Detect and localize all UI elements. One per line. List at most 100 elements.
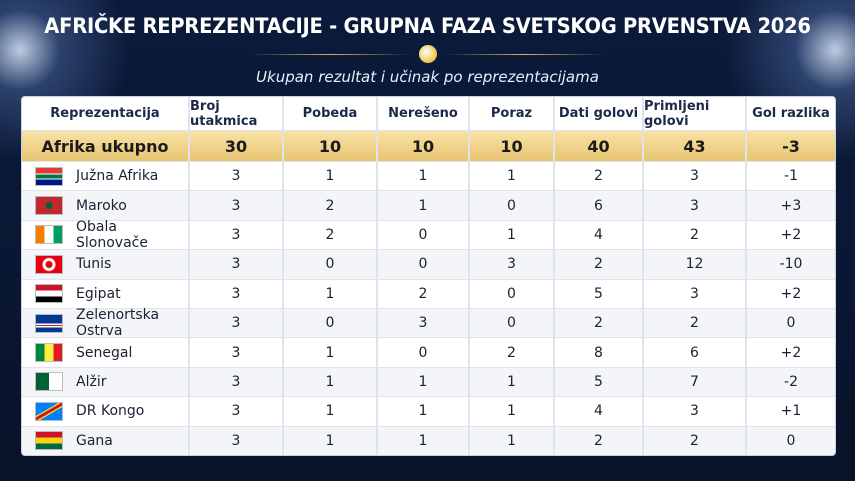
stat-cell: 0 bbox=[747, 426, 835, 455]
stat-cell: -10 bbox=[747, 250, 835, 279]
stat-cell: 2 bbox=[378, 279, 468, 308]
stat-cell: +2 bbox=[747, 220, 835, 250]
stat-cell: 3 bbox=[190, 162, 282, 191]
stat-cell: 2 bbox=[284, 220, 376, 250]
column-header: Dati golovi bbox=[555, 97, 642, 130]
header-row: Reprezentacija Broj utakmica Pobeda Nerešen… bbox=[22, 97, 835, 130]
total-cell: 30 bbox=[190, 131, 282, 161]
flag-icon bbox=[36, 402, 62, 420]
stat-cell: 1 bbox=[470, 162, 553, 191]
stat-cell: 3 bbox=[644, 162, 745, 191]
flag-icon bbox=[36, 226, 62, 244]
stat-cell: 2 bbox=[470, 338, 553, 367]
table-row: Gana 3 1 1 1 2 2 0 bbox=[22, 425, 835, 455]
table-row: Južna Afrika 3 1 1 1 2 3 -1 bbox=[22, 161, 835, 191]
team-cell: Maroko bbox=[22, 191, 188, 220]
stat-cell: 3 bbox=[190, 397, 282, 426]
stat-cell: 0 bbox=[747, 308, 835, 338]
table-row: Zelenortska Ostrva 3 0 3 0 2 2 0 bbox=[22, 307, 835, 340]
stat-cell: 0 bbox=[378, 250, 468, 279]
flag-icon bbox=[36, 197, 62, 215]
column-header: Poraz bbox=[470, 97, 553, 130]
stat-cell: 0 bbox=[470, 191, 553, 220]
column-header: Gol razlika bbox=[747, 97, 835, 130]
team-name: Egipat bbox=[76, 285, 121, 302]
team-cell: Tunis bbox=[22, 250, 188, 279]
stat-cell: 1 bbox=[284, 397, 376, 426]
stat-cell: 6 bbox=[555, 191, 642, 220]
stat-cell: -2 bbox=[747, 367, 835, 397]
flag-icon bbox=[36, 344, 62, 362]
column-header: Broj utakmica bbox=[190, 97, 282, 130]
stat-cell: 5 bbox=[555, 279, 642, 308]
stat-cell: 3 bbox=[190, 250, 282, 279]
stat-cell: 3 bbox=[190, 279, 282, 308]
team-name: Senegal bbox=[76, 344, 133, 361]
team-cell: Južna Afrika bbox=[22, 162, 188, 191]
stat-cell: 3 bbox=[644, 279, 745, 308]
stat-cell: 1 bbox=[378, 191, 468, 220]
column-header: Nerešeno bbox=[378, 97, 468, 130]
table: Reprezentacija Broj utakmica Pobeda Nerešen… bbox=[21, 96, 836, 456]
team-name: Zelenortska Ostrva bbox=[76, 307, 160, 340]
table-row: Senegal 3 1 0 2 8 6 +2 bbox=[22, 337, 835, 367]
team-name: Obala Slonovače bbox=[76, 218, 148, 251]
total-cell: -3 bbox=[747, 131, 835, 161]
team-name: Tunis bbox=[76, 256, 112, 273]
title: AFRIČKE REPREZENTACIJE - GRUPNA FAZA SVE… bbox=[44, 14, 811, 38]
stat-cell: 3 bbox=[644, 191, 745, 220]
stat-cell: 1 bbox=[284, 367, 376, 397]
column-header: Reprezentacija bbox=[22, 97, 188, 130]
stat-cell: 2 bbox=[555, 426, 642, 455]
stat-cell: 0 bbox=[378, 220, 468, 250]
flag-icon bbox=[36, 432, 62, 450]
stat-cell: 3 bbox=[470, 250, 553, 279]
stat-cell: +2 bbox=[747, 279, 835, 308]
stat-cell: 1 bbox=[284, 426, 376, 455]
stat-cell: 2 bbox=[555, 162, 642, 191]
stat-cell: 2 bbox=[644, 426, 745, 455]
stat-cell: 4 bbox=[555, 220, 642, 250]
stat-cell: 5 bbox=[555, 367, 642, 397]
stat-cell: 2 bbox=[555, 250, 642, 279]
total-cell: Afrika ukupno bbox=[22, 131, 188, 161]
stat-cell: 1 bbox=[470, 426, 553, 455]
stat-cell: 0 bbox=[378, 338, 468, 367]
flag-icon bbox=[36, 255, 62, 273]
team-name: Južna Afrika bbox=[76, 168, 159, 185]
stat-cell: 3 bbox=[190, 191, 282, 220]
column-header: Pobeda bbox=[284, 97, 376, 130]
stat-cell: 1 bbox=[284, 279, 376, 308]
table-row: DR Kongo 3 1 1 1 4 3 +1 bbox=[22, 396, 835, 426]
team-name: Maroko bbox=[76, 197, 127, 214]
stat-cell: 3 bbox=[190, 426, 282, 455]
stat-cell: +3 bbox=[747, 191, 835, 220]
total-cell: 43 bbox=[644, 131, 745, 161]
flag-icon bbox=[36, 167, 62, 185]
total-cell: 40 bbox=[555, 131, 642, 161]
team-cell: Egipat bbox=[22, 279, 188, 308]
subtitle: Ukupan rezultat i učinak po reprezentaci… bbox=[256, 68, 599, 86]
total-cell: 10 bbox=[470, 131, 553, 161]
divider bbox=[250, 54, 410, 55]
stat-cell: 1 bbox=[378, 397, 468, 426]
stat-cell: +1 bbox=[747, 397, 835, 426]
stat-cell: 8 bbox=[555, 338, 642, 367]
team-cell: Gana bbox=[22, 426, 188, 455]
stat-cell: 1 bbox=[378, 367, 468, 397]
stat-cell: 3 bbox=[190, 367, 282, 397]
stat-cell: 0 bbox=[284, 250, 376, 279]
ball-icon bbox=[419, 45, 437, 63]
divider bbox=[445, 54, 605, 55]
stat-cell: 2 bbox=[284, 191, 376, 220]
stat-cell: 6 bbox=[644, 338, 745, 367]
flag-icon bbox=[36, 373, 62, 391]
team-name: Alžir bbox=[76, 373, 107, 390]
stat-cell: 3 bbox=[644, 397, 745, 426]
table-row: Maroko 3 2 1 0 6 3 +3 bbox=[22, 190, 835, 220]
total-cell: 10 bbox=[284, 131, 376, 161]
stat-cell: 1 bbox=[284, 162, 376, 191]
stat-cell: 3 bbox=[190, 308, 282, 338]
team-cell: Senegal bbox=[22, 338, 188, 367]
